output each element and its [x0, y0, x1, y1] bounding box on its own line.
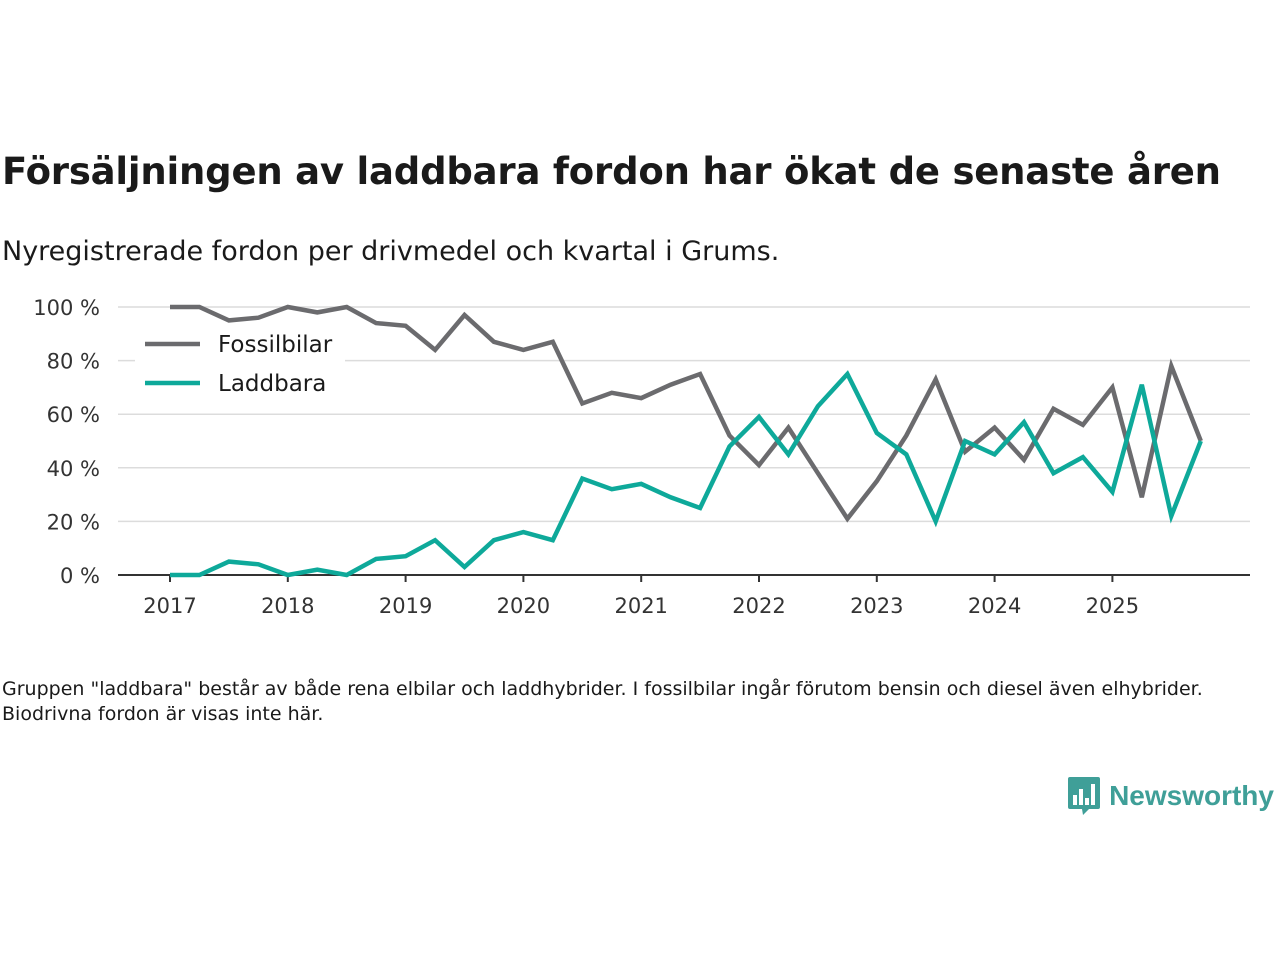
x-tick-label: 2017: [143, 594, 196, 618]
series-lines: [170, 304, 1203, 578]
legend-label-fossilbilar: Fossilbilar: [218, 332, 333, 358]
y-tick-label: 20 %: [47, 510, 100, 534]
x-tick-label: 2018: [261, 594, 314, 618]
legend-background: [135, 324, 345, 404]
x-tick-label: 2025: [1086, 594, 1139, 618]
chart-title: Försäljningen av laddbara fordon har öka…: [2, 150, 1221, 193]
y-tick-label: 100 %: [33, 296, 100, 320]
y-tick-label: 60 %: [47, 403, 100, 427]
series-line-fossilbilar: [170, 304, 1203, 523]
series-line-laddbara: [170, 370, 1203, 578]
brand-name: Newsworthy: [1109, 780, 1274, 811]
bar-chart-icon: [1068, 777, 1101, 815]
chart-subtitle: Nyregistrerade fordon per drivmedel och …: [2, 236, 780, 267]
brand-logo: Newsworthy: [1067, 776, 1274, 816]
legend-label-laddbara: Laddbara: [218, 371, 326, 397]
footnote: Gruppen "laddbara" består av både rena e…: [2, 678, 1203, 725]
y-tick-label: 80 %: [47, 350, 100, 374]
legend: Fossilbilar Laddbara: [135, 324, 345, 404]
x-tick-label: 2024: [968, 594, 1021, 618]
x-tick-label: 2021: [614, 594, 667, 618]
x-tick-label: 2023: [850, 594, 903, 618]
axes: 0 % 20 % 40 % 60 % 80 % 100 % 2017 2018 2019 2020…: [33, 296, 1250, 618]
x-tick-label: 2020: [497, 594, 550, 618]
line-chart: 0 % 20 % 40 % 60 % 80 % 100 % 2017 2018 2019 2020…: [33, 296, 1250, 618]
y-tick-label: 40 %: [47, 457, 100, 481]
x-tick-label: 2022: [732, 594, 785, 618]
y-tick-label: 0 %: [60, 564, 100, 588]
x-tick-label: 2019: [379, 594, 432, 618]
